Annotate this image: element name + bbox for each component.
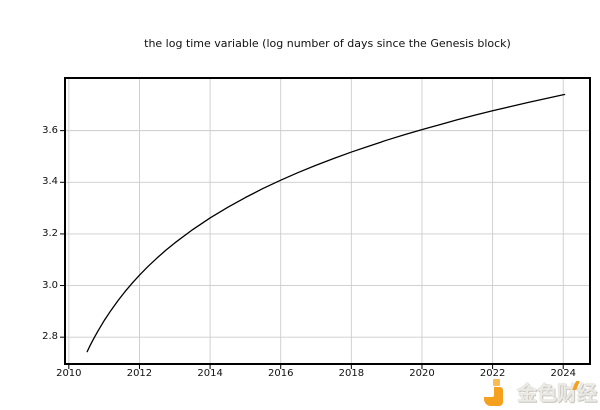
chart-title: the log time variable (log number of day… xyxy=(144,37,511,50)
x-tick-label: 2024 xyxy=(550,368,576,379)
x-tick-label: 2016 xyxy=(267,368,294,379)
x-tick-label: 2018 xyxy=(338,368,365,379)
y-tick-label: 3.6 xyxy=(42,124,58,136)
plot-area xyxy=(60,77,591,369)
y-tick-label: 3.0 xyxy=(42,279,58,291)
y-tick-label: 3.4 xyxy=(42,176,58,188)
x-tick-label: 2020 xyxy=(409,368,435,379)
series-line xyxy=(86,93,566,353)
y-tick-label: 3.2 xyxy=(42,227,58,239)
logo-dot xyxy=(493,379,500,386)
watermark-label: 金色财经 xyxy=(517,381,597,405)
y-tick-label: 2.8 xyxy=(42,331,58,343)
watermark: 金色财经 xyxy=(484,376,597,406)
logo-notch xyxy=(484,387,494,397)
jinse-finance-logo-icon xyxy=(484,379,510,406)
x-tick-label: 2010 xyxy=(56,368,82,379)
plot-canvas xyxy=(60,79,589,369)
x-tick-label: 2022 xyxy=(479,368,506,379)
x-tick-label: 2014 xyxy=(197,368,223,379)
watermark-text: 金色财经 xyxy=(517,380,597,406)
x-tick-label: 2012 xyxy=(126,368,153,379)
